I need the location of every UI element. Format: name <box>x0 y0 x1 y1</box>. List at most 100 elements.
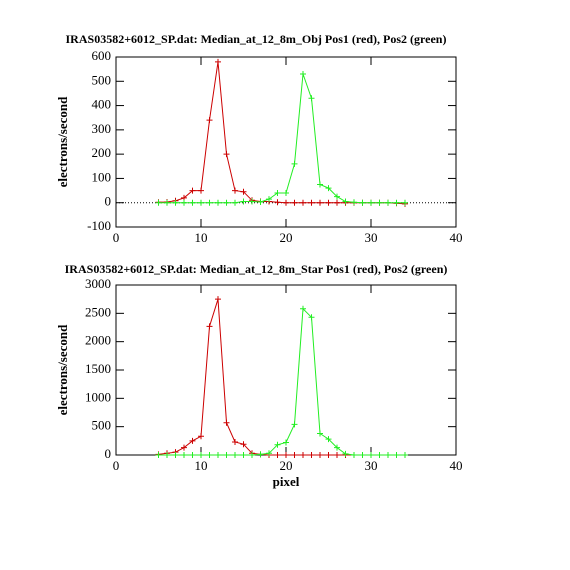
point-marker <box>215 452 221 458</box>
point-marker <box>181 452 187 458</box>
point-marker <box>334 199 340 206</box>
x-tick-label: 30 <box>365 230 378 245</box>
point-marker <box>334 452 340 458</box>
point-marker <box>206 452 213 458</box>
point-marker <box>198 187 204 194</box>
point-marker <box>223 419 230 426</box>
point-marker <box>291 199 298 206</box>
point-marker <box>376 452 383 458</box>
point-marker <box>385 452 391 458</box>
point-marker <box>206 323 213 330</box>
point-marker <box>249 452 255 458</box>
point-marker <box>189 187 196 194</box>
x-tick-label: 0 <box>113 230 120 245</box>
point-marker <box>351 199 357 206</box>
series-line <box>158 61 406 205</box>
point-marker <box>393 452 400 458</box>
y-tick-label: 200 <box>92 145 112 160</box>
point-marker <box>402 452 408 458</box>
point-marker <box>240 441 247 448</box>
point-marker <box>232 199 238 206</box>
point-marker <box>232 452 238 458</box>
y-tick-label: 400 <box>92 97 112 112</box>
point-marker <box>249 198 255 205</box>
x-tick-label: 30 <box>365 458 378 473</box>
y-tick-label: 500 <box>92 418 112 433</box>
point-marker <box>393 199 400 206</box>
point-marker <box>325 452 332 458</box>
point-marker <box>283 190 289 196</box>
point-marker <box>317 199 323 206</box>
point-marker <box>189 452 196 458</box>
point-marker <box>189 199 196 206</box>
point-marker <box>172 199 179 206</box>
x-tick-label: 40 <box>450 458 463 473</box>
point-marker <box>334 193 340 200</box>
y-axis-label: electrons/second <box>55 96 70 188</box>
y-tick-label: 2000 <box>85 333 111 348</box>
y-tick-label: 500 <box>92 72 112 87</box>
point-marker <box>283 439 289 446</box>
y-tick-label: 600 <box>92 48 112 63</box>
x-tick-label: 40 <box>450 230 463 245</box>
point-marker <box>198 199 204 206</box>
point-marker <box>274 199 281 206</box>
point-marker <box>308 199 315 206</box>
y-tick-label: 1000 <box>85 389 111 404</box>
point-marker <box>359 452 366 458</box>
point-marker <box>300 199 306 206</box>
point-marker <box>325 199 332 206</box>
point-marker <box>274 441 281 448</box>
point-marker <box>181 199 187 206</box>
y-tick-label: 100 <box>92 169 112 184</box>
point-marker <box>283 452 289 458</box>
point-marker <box>215 58 221 65</box>
point-marker <box>291 421 298 428</box>
y-axis-label: electrons/second <box>55 324 70 416</box>
point-marker <box>198 433 204 440</box>
point-marker <box>266 196 272 203</box>
y-tick-label: 0 <box>105 446 112 461</box>
point-marker <box>223 452 230 458</box>
point-marker <box>351 452 357 458</box>
y-tick-label: 2500 <box>85 304 111 319</box>
point-marker <box>342 198 349 205</box>
series-line <box>158 299 405 456</box>
plot-frame <box>115 284 457 456</box>
y-tick-label: 1500 <box>85 361 111 376</box>
point-marker <box>308 95 315 102</box>
point-marker <box>181 444 187 451</box>
x-axis-label: pixel <box>273 474 300 489</box>
point-marker <box>359 199 366 206</box>
point-marker <box>240 452 247 458</box>
point-marker <box>240 188 247 195</box>
point-marker <box>317 452 323 458</box>
point-marker <box>283 199 289 206</box>
point-marker <box>266 450 272 457</box>
point-marker <box>206 199 213 206</box>
point-marker <box>300 305 306 312</box>
point-marker <box>232 187 238 194</box>
y-tick-label: 3000 <box>85 276 111 291</box>
point-marker <box>257 198 264 205</box>
point-marker <box>368 199 374 206</box>
point-marker <box>164 199 170 206</box>
x-tick-label: 20 <box>280 230 293 245</box>
point-marker <box>317 181 323 188</box>
series-line <box>158 307 405 456</box>
point-marker <box>368 452 374 458</box>
point-marker <box>274 452 281 458</box>
point-marker <box>240 198 247 205</box>
point-marker <box>223 199 230 206</box>
point-marker <box>300 452 306 458</box>
x-tick-label: 10 <box>195 458 208 473</box>
x-tick-label: 10 <box>195 230 208 245</box>
point-marker <box>189 437 196 444</box>
point-marker <box>232 438 238 445</box>
y-tick-label: -100 <box>87 218 111 233</box>
point-marker <box>325 185 332 192</box>
point-marker <box>155 199 162 206</box>
point-marker <box>172 452 179 458</box>
point-marker <box>334 444 340 451</box>
